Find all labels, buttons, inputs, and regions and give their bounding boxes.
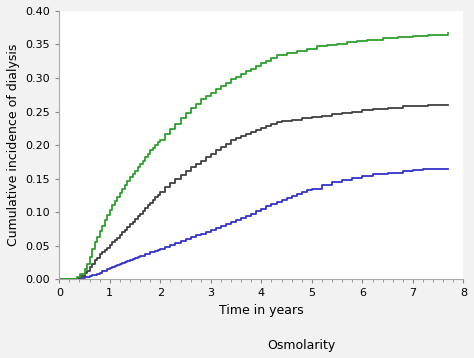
510 (56, 277, 62, 281)
Line: 510: 510 (59, 105, 448, 279)
510 (168, 181, 173, 185)
780 (132, 168, 138, 173)
780 (188, 105, 193, 110)
780 (213, 87, 219, 92)
510 (446, 103, 451, 107)
315 (56, 277, 62, 281)
510 (319, 113, 325, 118)
780 (56, 277, 62, 281)
Line: 780: 780 (59, 33, 448, 279)
315 (135, 255, 140, 259)
510 (349, 110, 355, 114)
Line: 315: 315 (59, 169, 448, 279)
X-axis label: Time in years: Time in years (219, 304, 304, 317)
315 (436, 166, 441, 171)
Legend: 315, 510, 780: 315, 510, 780 (206, 334, 398, 358)
510 (299, 116, 305, 120)
Y-axis label: Cumulative incidence of dialysis: Cumulative incidence of dialysis (7, 44, 20, 246)
780 (228, 77, 234, 82)
315 (155, 248, 161, 252)
780 (115, 195, 120, 199)
510 (132, 217, 138, 221)
510 (425, 103, 431, 107)
315 (137, 254, 143, 258)
315 (150, 250, 155, 254)
315 (446, 166, 451, 171)
315 (109, 265, 115, 269)
780 (446, 31, 451, 35)
315 (198, 232, 204, 236)
510 (112, 238, 118, 242)
780 (97, 229, 102, 233)
